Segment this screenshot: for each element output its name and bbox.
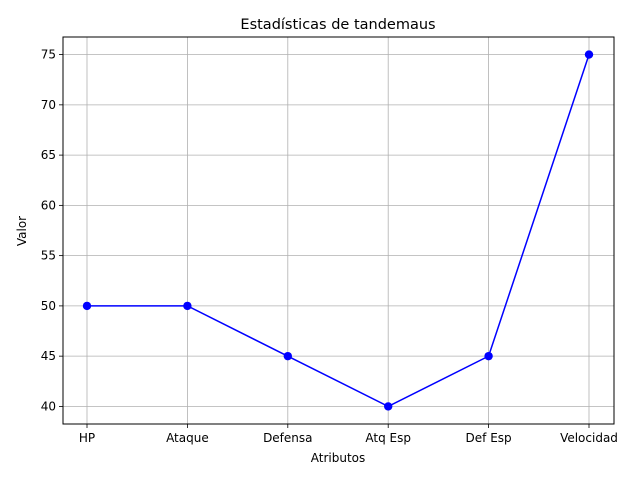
y-axis-label: Valor [15, 216, 29, 246]
x-tick-label: Ataque [166, 431, 209, 445]
x-tick-label: Def Esp [466, 431, 512, 445]
x-tick-label: Defensa [263, 431, 312, 445]
x-tick-label: Atq Esp [365, 431, 411, 445]
y-tick-label: 45 [41, 349, 56, 363]
data-point [82, 301, 92, 311]
data-point [384, 402, 393, 411]
y-tick-label: 75 [41, 48, 56, 62]
grid-lines [63, 37, 614, 424]
data-point [183, 301, 192, 311]
y-axis: 40 45 50 55 60 65 70 75 [41, 48, 63, 413]
data-point [283, 351, 292, 361]
y-tick-label: 40 [41, 399, 56, 413]
series-layer [82, 50, 594, 411]
x-tick-label: Velocidad [560, 431, 618, 445]
x-axis: HP Ataque Defensa Atq Esp Def Esp Velocidad [79, 424, 618, 445]
y-tick-label: 65 [41, 148, 56, 162]
data-point [584, 50, 594, 59]
y-tick-label: 55 [41, 249, 56, 263]
y-tick-label: 70 [41, 98, 56, 112]
x-tick-label: HP [79, 431, 95, 445]
plot-frame [62, 36, 615, 425]
x-axis-label: Atributos [311, 451, 366, 465]
y-tick-label: 60 [41, 198, 56, 212]
y-tick-label: 50 [41, 299, 56, 313]
series-line [87, 54, 590, 408]
chart-title: Estadísticas de tandemaus [240, 17, 435, 33]
data-point [484, 351, 493, 361]
